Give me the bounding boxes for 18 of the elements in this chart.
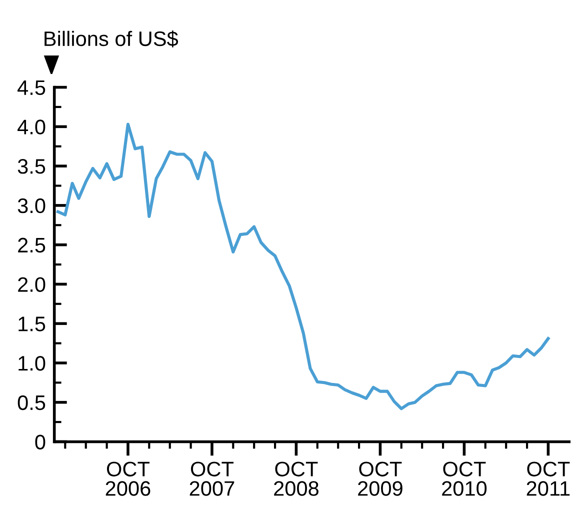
y-tick-label: 3.0 bbox=[18, 198, 46, 214]
y-tick-label: 4.5 bbox=[18, 80, 46, 96]
y-tick-label: 1.0 bbox=[18, 356, 46, 371]
y-tick-label: 2.5 bbox=[18, 238, 46, 253]
x-tick-label: OCT 2006 bbox=[106, 462, 150, 496]
x-tick-label: OCT 2011 bbox=[526, 462, 570, 496]
y-axis-title: Billions of US$ bbox=[44, 30, 178, 48]
y-tick-label: 1.5 bbox=[18, 316, 46, 332]
y-tick-label: 0 bbox=[35, 434, 46, 450]
x-tick-label: OCT 2008 bbox=[274, 462, 318, 496]
x-tick-label: OCT 2009 bbox=[358, 462, 402, 496]
y-tick-label: 2.0 bbox=[18, 277, 46, 292]
y-tick-label: 4.0 bbox=[18, 120, 46, 134]
x-tick-label: OCT 2010 bbox=[442, 462, 487, 496]
x-tick-label: OCT 2007 bbox=[190, 462, 234, 496]
line-series bbox=[56, 122, 550, 410]
y-tick-label: 3.5 bbox=[18, 159, 46, 174]
y-tick-label: 0.5 bbox=[18, 395, 46, 410]
